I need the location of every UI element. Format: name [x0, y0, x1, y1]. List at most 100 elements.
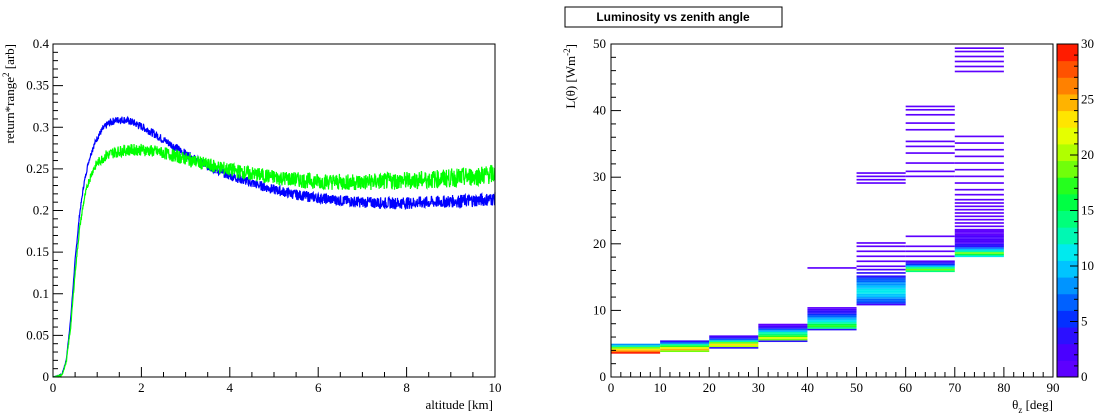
heatmap-cell	[660, 340, 710, 343]
heatmap-cell	[758, 335, 808, 338]
heatmap-cell	[856, 292, 906, 294]
right-y-tick-label: 20	[593, 236, 606, 251]
heatmap-cell	[660, 342, 710, 344]
heatmap-cell	[905, 162, 955, 164]
right-x-tick-label: 20	[703, 380, 716, 395]
heatmap-cell	[954, 222, 1004, 224]
left-y-axis-label-main: return*range	[2, 77, 17, 144]
chart-title: Luminosity vs zenith angle	[596, 10, 750, 24]
luminosity-heatmap: Luminosity vs zenith angle 0 10 20 30 40 50 60…	[562, 6, 1094, 415]
right-y-axis-label-main: L(θ) [Wm	[563, 56, 578, 109]
heatmap-cell	[856, 298, 906, 301]
heatmap-cell	[758, 332, 808, 334]
heatmap-cell	[954, 193, 1004, 196]
heatmap-cell	[807, 317, 857, 319]
heatmap-cell	[856, 283, 906, 286]
right-x-tick-label: 80	[997, 380, 1010, 395]
heatmap-cell	[905, 267, 955, 269]
heatmap-cell	[611, 352, 661, 354]
palette-band	[1057, 77, 1078, 95]
left-x-tick-label: 0	[50, 380, 57, 395]
heatmap-cell	[905, 113, 955, 116]
heatmap-cell	[709, 345, 759, 348]
heatmap-cell	[758, 337, 808, 339]
heatmap-cell	[905, 122, 955, 124]
heatmap-cell	[758, 323, 808, 326]
left-y-tick-label: 0.35	[26, 78, 49, 93]
heatmap-cell	[954, 208, 1004, 211]
heatmap-cell	[905, 145, 955, 148]
heatmap-cell	[905, 255, 955, 258]
heatmap-cell	[954, 162, 1004, 164]
heatmap-cell	[611, 343, 661, 346]
heatmap-cell	[905, 260, 955, 263]
heatmap-cell	[905, 105, 955, 108]
heatmap-cell	[954, 253, 1004, 256]
palette-band	[1057, 277, 1078, 295]
palette-band	[1057, 210, 1078, 228]
heatmap-cell	[954, 230, 1004, 233]
heatmap-cell	[660, 347, 710, 349]
palette-band	[1057, 110, 1078, 128]
heatmap-cell	[807, 328, 857, 331]
palette-tick-label: 10	[1081, 258, 1094, 273]
heatmap-cell	[954, 255, 1004, 258]
left-y-tick-label: 0.05	[26, 327, 49, 342]
palette-band	[1057, 143, 1078, 162]
heatmap-cell	[611, 350, 661, 353]
heatmap-cell	[660, 350, 710, 353]
heatmap-cell	[954, 242, 1004, 244]
palette-band	[1057, 327, 1078, 345]
left-y-tick-label: 0.4	[33, 36, 50, 51]
heatmap-cell	[856, 293, 906, 296]
heatmap-cell	[954, 215, 1004, 218]
heatmap-cell	[954, 245, 1004, 248]
palette-band	[1057, 260, 1078, 278]
left-y-tick-label: 0.2	[33, 203, 49, 218]
left-x-tick-label: 10	[489, 380, 502, 395]
heatmap-cell	[856, 255, 906, 258]
heatmap-cell	[856, 272, 906, 274]
series-line-0	[52, 115, 496, 378]
left-y-tick-label: 0.25	[26, 161, 49, 176]
heatmap-cell	[905, 108, 955, 111]
left-y-axis-label-suffix: [arb]	[2, 44, 17, 73]
heatmap-cell	[905, 170, 955, 173]
heatmap-cell	[905, 262, 955, 264]
left-y-tick-label: 0.15	[26, 244, 49, 259]
heatmap-cell	[954, 155, 1004, 158]
heatmap-cell	[856, 260, 906, 263]
heatmap-cell	[954, 240, 1004, 243]
right-x-axis-label-sub: z	[1018, 405, 1022, 415]
title-box	[564, 6, 783, 28]
heatmap-cell	[758, 333, 808, 336]
palette-band	[1057, 93, 1078, 112]
right-x-tick-label: 40	[801, 380, 814, 395]
right-y-axis-label-suffix: ]	[563, 44, 578, 48]
heatmap-cell	[807, 322, 857, 324]
heatmap-cell	[905, 128, 955, 131]
heatmap-cell	[856, 282, 906, 284]
palette-tick-label: 15	[1081, 203, 1094, 218]
heatmap-cells	[611, 47, 1004, 354]
palette-ticks: 0 5 10 15 20 25 30	[1070, 36, 1094, 384]
heatmap-cell	[954, 248, 1004, 251]
heatmap-cell	[807, 323, 857, 326]
heatmap-cell	[856, 242, 906, 244]
right-x-tick-label: 60	[899, 380, 912, 395]
heatmap-cell	[856, 295, 906, 298]
right-x-axis-label-main: θ	[1012, 397, 1018, 412]
heatmap-cell	[709, 342, 759, 344]
heatmap-cell	[954, 188, 1004, 191]
left-x-tick-label: 2	[138, 380, 145, 395]
heatmap-cell	[954, 55, 1004, 58]
heatmap-cell	[954, 142, 1004, 144]
palette-band	[1057, 44, 1078, 62]
heatmap-cell	[758, 340, 808, 343]
heatmap-cell	[954, 50, 1004, 53]
heatmap-cell	[905, 152, 955, 154]
heatmap-cell	[954, 233, 1004, 236]
left-x-tick-label: 4	[227, 380, 234, 395]
heatmap-cell	[905, 270, 955, 273]
palette-band	[1057, 193, 1078, 211]
